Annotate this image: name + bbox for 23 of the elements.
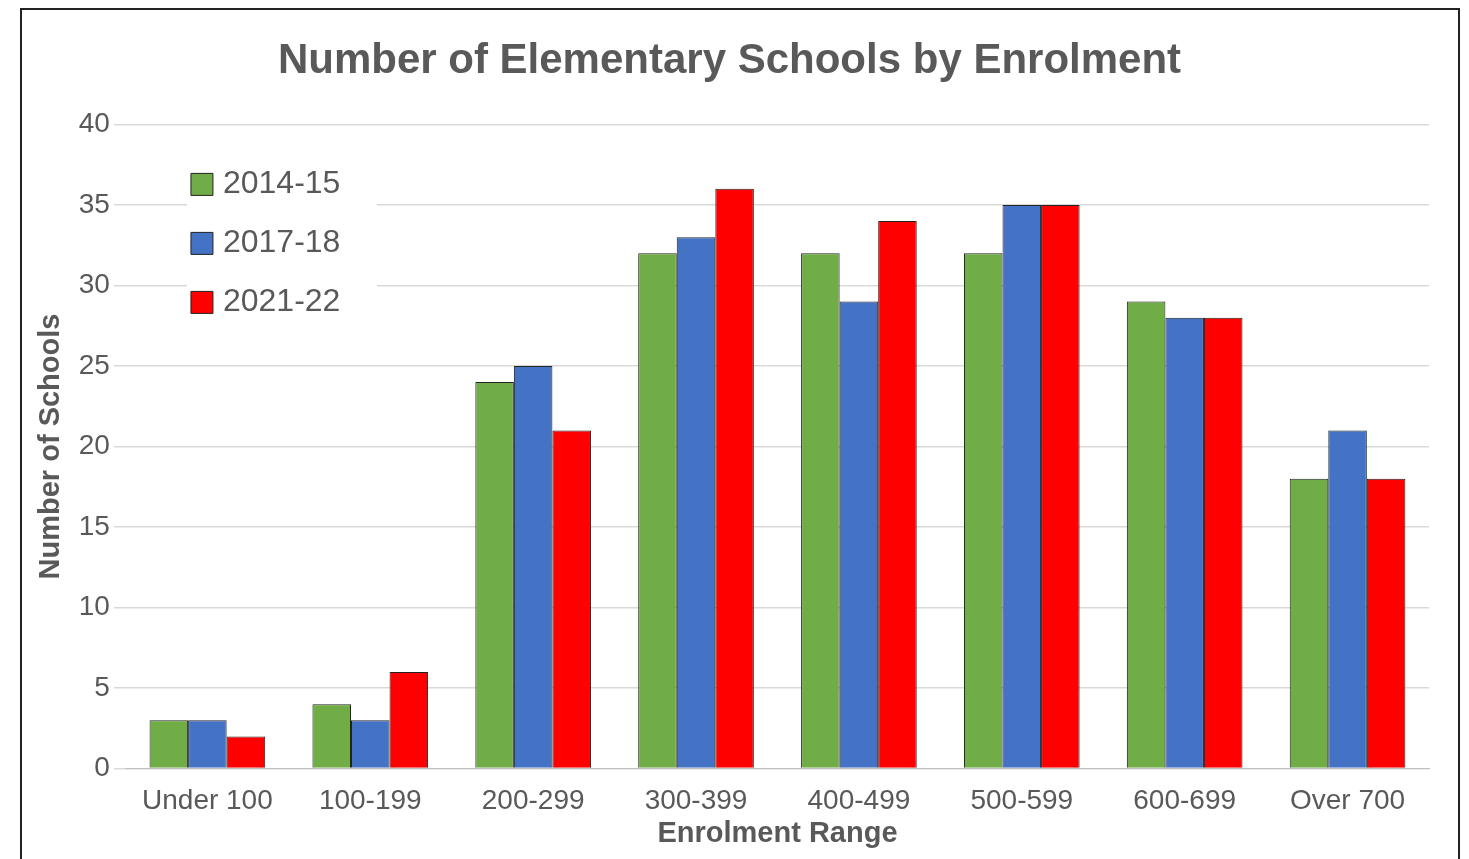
legend-label: 2017-18 [222,223,341,260]
x-tick-label: 200-299 [481,784,585,816]
y-tick-label: 20 [78,429,110,461]
legend-label: 2014-15 [222,164,341,201]
y-tick-label: 30 [78,268,110,300]
x-axis-title: Enrolment Range [657,815,898,848]
legend-label: 2021-22 [222,282,341,319]
x-tick-label: Under 100 [142,784,273,816]
x-tick-label: 400-499 [807,784,911,816]
chart-title: Number of Elementary Schools by Enrolment [277,34,1182,82]
x-tick-label: 600-699 [1133,784,1237,816]
y-axis-title: Number of Schools [33,313,66,580]
y-tick-label: 25 [78,348,110,380]
y-tick-label: 0 [94,751,110,783]
y-tick-label: 5 [94,670,110,702]
x-tick-label: Over 700 [1289,784,1406,816]
y-tick-label: 35 [78,187,110,219]
y-tick-label: 15 [78,509,110,541]
y-tick-label: 10 [78,590,110,622]
y-tick-label: 40 [78,107,110,139]
x-tick-label: 300-399 [644,784,748,816]
x-tick-label: 100-199 [318,784,422,816]
x-tick-label: 500-599 [970,784,1074,816]
